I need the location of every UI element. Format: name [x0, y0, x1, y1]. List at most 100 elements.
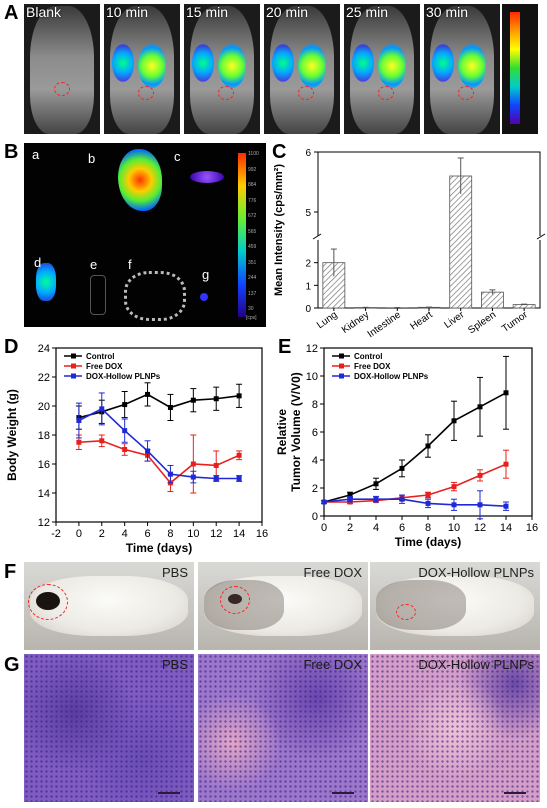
legend-label: Free DOX [86, 362, 123, 371]
data-point [236, 476, 242, 481]
scale-bar [158, 792, 180, 794]
axis-break-gap [312, 236, 546, 240]
tumor-circle [396, 604, 416, 620]
scale-unit-b: [cps] [246, 315, 257, 321]
tumor-circle [218, 86, 234, 100]
colorbar-tick-label: 884 [248, 182, 257, 188]
x-tick-label: 8 [167, 528, 173, 540]
shaved-skin [376, 580, 466, 630]
timepoint-label: 20 min [266, 4, 309, 20]
x-axis-label: Time (days) [395, 535, 461, 549]
data-point [213, 396, 219, 402]
data-point [347, 492, 353, 498]
organ-label: c [174, 149, 181, 164]
tumor-circle [378, 86, 394, 100]
organ-c-glow [190, 171, 224, 183]
y-tick-label: 4 [312, 455, 318, 467]
legend-label: Control [86, 352, 114, 361]
colorbar-tick-label: 137 [248, 290, 257, 297]
ex-vivo-organ-image: a b c d e f g 1100 992 884 776 672 565 459 351 244 137 3… [24, 143, 266, 327]
cell-texture [24, 654, 194, 802]
colorbar-tick-label: 992 [248, 166, 257, 173]
panel-letter-c: C [272, 141, 287, 163]
signal-glow-right [298, 44, 326, 88]
y-tick-label: 5 [305, 208, 311, 219]
data-point [99, 406, 105, 412]
y-tick-label: 0 [312, 511, 318, 523]
organ-label: f [128, 257, 132, 272]
category-label: Liver [442, 309, 467, 331]
x-tick-label: 2 [347, 522, 353, 534]
x-tick-label: 14 [233, 528, 245, 540]
signal-glow-left [432, 44, 454, 82]
tumor-volume-chart: 0 2 4 6 8 10 12 14 16 0 2 4 6 8 10 12 Time (days) Relativ… [275, 343, 538, 549]
y-tick-label: 6 [305, 148, 311, 159]
tumor-circle [54, 82, 70, 96]
treatment-label: DOX-Hollow PLNPs [418, 565, 534, 580]
x-tick-label: 12 [474, 522, 486, 534]
x-tick-label: 0 [76, 528, 82, 540]
he-stain-image: Free DOX [198, 654, 368, 802]
series-line [323, 392, 507, 503]
y-tick-label: 20 [38, 401, 50, 413]
y-tick-label: 8 [312, 399, 318, 411]
series-line [78, 407, 240, 480]
category-label: Tumor [500, 309, 530, 335]
treatment-label: Free DOX [303, 565, 362, 580]
x-tick-label: 4 [373, 522, 379, 534]
x-tick-label: 8 [425, 522, 431, 534]
tumor-circle [28, 584, 68, 620]
organ-d-glow [36, 263, 56, 301]
signal-glow-left [192, 44, 214, 82]
in-vivo-frame: 20 min [264, 4, 340, 134]
legend-label: DOX-Hollow PLNPs [354, 372, 429, 381]
x-tick-label: 4 [122, 528, 128, 540]
x-tick-label: 10 [448, 522, 460, 534]
x-tick-label: 6 [399, 522, 405, 534]
data-point [167, 471, 173, 477]
y-tick-label: 12 [38, 517, 50, 529]
data-point [190, 474, 196, 480]
category-label: Spleen [466, 309, 498, 336]
timepoint-label: 25 min [346, 4, 389, 20]
data-point [399, 496, 405, 502]
timepoint-label: 10 min [106, 4, 149, 20]
series-line [323, 498, 507, 507]
signal-glow-right [458, 44, 486, 88]
scale-bar [332, 792, 354, 794]
data-point [425, 492, 431, 498]
legend-label: Control [354, 352, 382, 361]
data-point [122, 428, 128, 434]
series-line [78, 439, 240, 484]
data-point [477, 472, 483, 478]
data-point [321, 499, 327, 505]
in-vivo-frame: 15 min [184, 4, 260, 134]
x-tick-label: 2 [99, 528, 105, 540]
y-tick-label: 0 [305, 304, 311, 315]
legend-marker [71, 373, 76, 379]
series-line [324, 463, 507, 503]
in-vivo-frame: 10 min [104, 4, 180, 134]
legend-marker [71, 353, 76, 359]
x-tick-label: 0 [321, 522, 327, 534]
data-point [425, 443, 431, 449]
treatment-label: Free DOX [303, 657, 362, 672]
data-point [347, 496, 353, 502]
y-tick-label: 18 [38, 430, 50, 442]
colorbar-b [238, 153, 246, 317]
organ-label: a [32, 147, 40, 162]
colorbar-tick-label: 565 [248, 228, 257, 235]
legend-marker [339, 373, 344, 379]
he-stain-image: PBS [24, 654, 194, 802]
data-point [477, 502, 483, 508]
organ-label: g [202, 267, 210, 282]
y-axis-label: Mean Intensity (cps/mm²) [273, 164, 285, 296]
organ-f-shape [124, 271, 186, 321]
data-point [76, 418, 82, 423]
colorbar-tick-label: 351 [248, 259, 257, 266]
timepoint-label: 15 min [186, 4, 229, 20]
legend-marker [71, 363, 76, 369]
signal-glow-right [218, 44, 246, 88]
x-tick-label: 14 [500, 522, 512, 534]
